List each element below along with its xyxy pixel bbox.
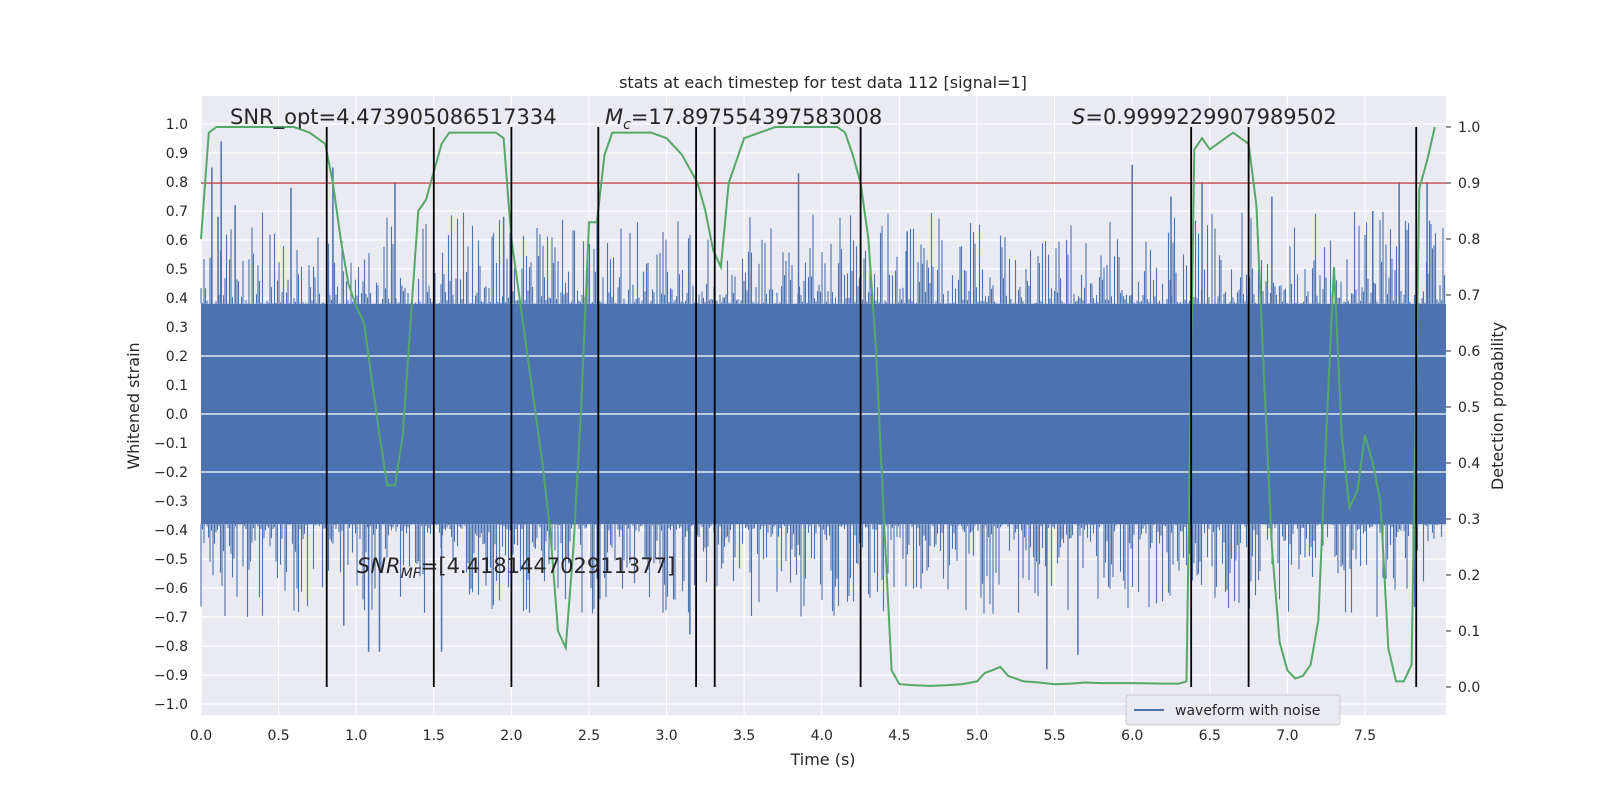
- y-left-tick-label: −0.8: [154, 639, 188, 655]
- y-left-tick-label: 0.3: [166, 320, 188, 336]
- y-right-tick-label: 0.1: [1458, 624, 1480, 640]
- x-tick-label: 3.5: [733, 728, 755, 744]
- y-left-tick-label: 0.2: [166, 349, 188, 365]
- y-left-tick-label: 0.4: [166, 291, 188, 307]
- y-right-tick-label: 0.5: [1458, 400, 1480, 416]
- y-right-tick-label: 0.2: [1458, 568, 1480, 584]
- annotation-snr-opt: SNR_opt=4.473905086517334: [230, 105, 557, 130]
- x-tick-label: 0.0: [190, 728, 212, 744]
- x-tick-label: 5.0: [966, 728, 988, 744]
- y-axis-right-label: Detection probability: [1488, 322, 1507, 490]
- x-tick-label: 4.0: [811, 728, 833, 744]
- s-symbol: S: [1072, 105, 1085, 129]
- mc-subscript: c: [623, 117, 631, 133]
- x-tick-label: 7.0: [1276, 728, 1298, 744]
- probability-series: [200, 126, 1436, 687]
- mc-symbol: M: [605, 105, 623, 129]
- legend-label-waveform: waveform with noise: [1175, 703, 1320, 719]
- y-right-tick-label: 0.9: [1458, 176, 1480, 192]
- x-tick-label: 2.5: [578, 728, 600, 744]
- y-left-tick-label: −0.4: [154, 523, 188, 539]
- y-left-tick-label: 0.1: [166, 378, 188, 394]
- x-tick-label: 3.0: [655, 728, 677, 744]
- y-right-tick-label: 0.4: [1458, 456, 1480, 472]
- x-tick-label: 4.5: [888, 728, 910, 744]
- y-left-tick-label: −0.9: [154, 668, 188, 684]
- legend-box: [1125, 694, 1341, 726]
- y-right-tick-label: 0.8: [1458, 232, 1480, 248]
- y-left-tick-label: −0.7: [154, 610, 188, 626]
- y-axis-left-label: Whitened strain: [124, 342, 143, 469]
- y-left-tick-label: −0.5: [154, 552, 188, 568]
- annotation-s: S=0.9999229907989502: [1072, 105, 1337, 129]
- y-left-tick-label: −0.2: [154, 465, 188, 481]
- y-left-tick-label: 0.0: [166, 407, 188, 423]
- snrmf-subscript: MF: [401, 566, 422, 582]
- waveform-lower-spikes: [200, 524, 1446, 617]
- legend: waveform with noise: [1125, 694, 1341, 726]
- y-left-tick-label: −0.1: [154, 436, 188, 452]
- x-tick-label: 0.5: [267, 728, 289, 744]
- y-left-tick-label: 0.6: [166, 233, 188, 249]
- y-left-tick-label: −0.6: [154, 581, 188, 597]
- waveform-upper-spikes: [200, 211, 1446, 304]
- x-tick-label: 5.5: [1043, 728, 1065, 744]
- y-right-tick-label: 1.0: [1458, 120, 1480, 136]
- y-left-tick-label: 0.5: [166, 262, 188, 278]
- snrmf-value: =[4.418144702911377]: [421, 554, 675, 578]
- y-left-tick-label: 0.8: [166, 175, 188, 191]
- x-tick-label: 1.5: [423, 728, 445, 744]
- y-left-tick-label: 1.0: [166, 117, 188, 133]
- x-tick-label: 1.0: [345, 728, 367, 744]
- y-left-tick-label: −1.0: [154, 697, 188, 713]
- probability-line: [200, 126, 1436, 687]
- annotation-chirp-mass: Mc=17.897554397583008: [605, 105, 882, 133]
- y-right-tick-label: 0.6: [1458, 344, 1480, 360]
- mc-value: =17.897554397583008: [631, 105, 882, 129]
- axis-ticks: 0.0 0.5 1.0 1.5 2.0 2.5 3.0 3.5 4.0 4.5 5.0 5.5 6.0 6…: [154, 117, 1480, 744]
- x-tick-label: 2.0: [500, 728, 522, 744]
- s-value: =0.9999229907989502: [1085, 105, 1336, 129]
- y-right-tick-label: 0.3: [1458, 512, 1480, 528]
- annotation-snr-mf: SNRMF=[4.418144702911377]: [357, 554, 675, 582]
- y-left-tick-label: −0.3: [154, 494, 188, 510]
- x-tick-label: 7.5: [1354, 728, 1376, 744]
- y-right-tick-label: 0.0: [1458, 680, 1480, 696]
- x-axis-label: Time (s): [789, 750, 855, 769]
- y-left-tick-label: 0.7: [166, 204, 188, 220]
- vertical-markers: [325, 127, 1418, 687]
- chart-title: stats at each timestep for test data 112…: [619, 73, 1027, 92]
- y-left-tick-label: 0.9: [166, 146, 188, 162]
- y-right-tick-label: 0.7: [1458, 288, 1480, 304]
- x-tick-label: 6.0: [1121, 728, 1143, 744]
- x-tick-label: 6.5: [1199, 728, 1221, 744]
- snrmf-symbol: SNR: [357, 554, 401, 578]
